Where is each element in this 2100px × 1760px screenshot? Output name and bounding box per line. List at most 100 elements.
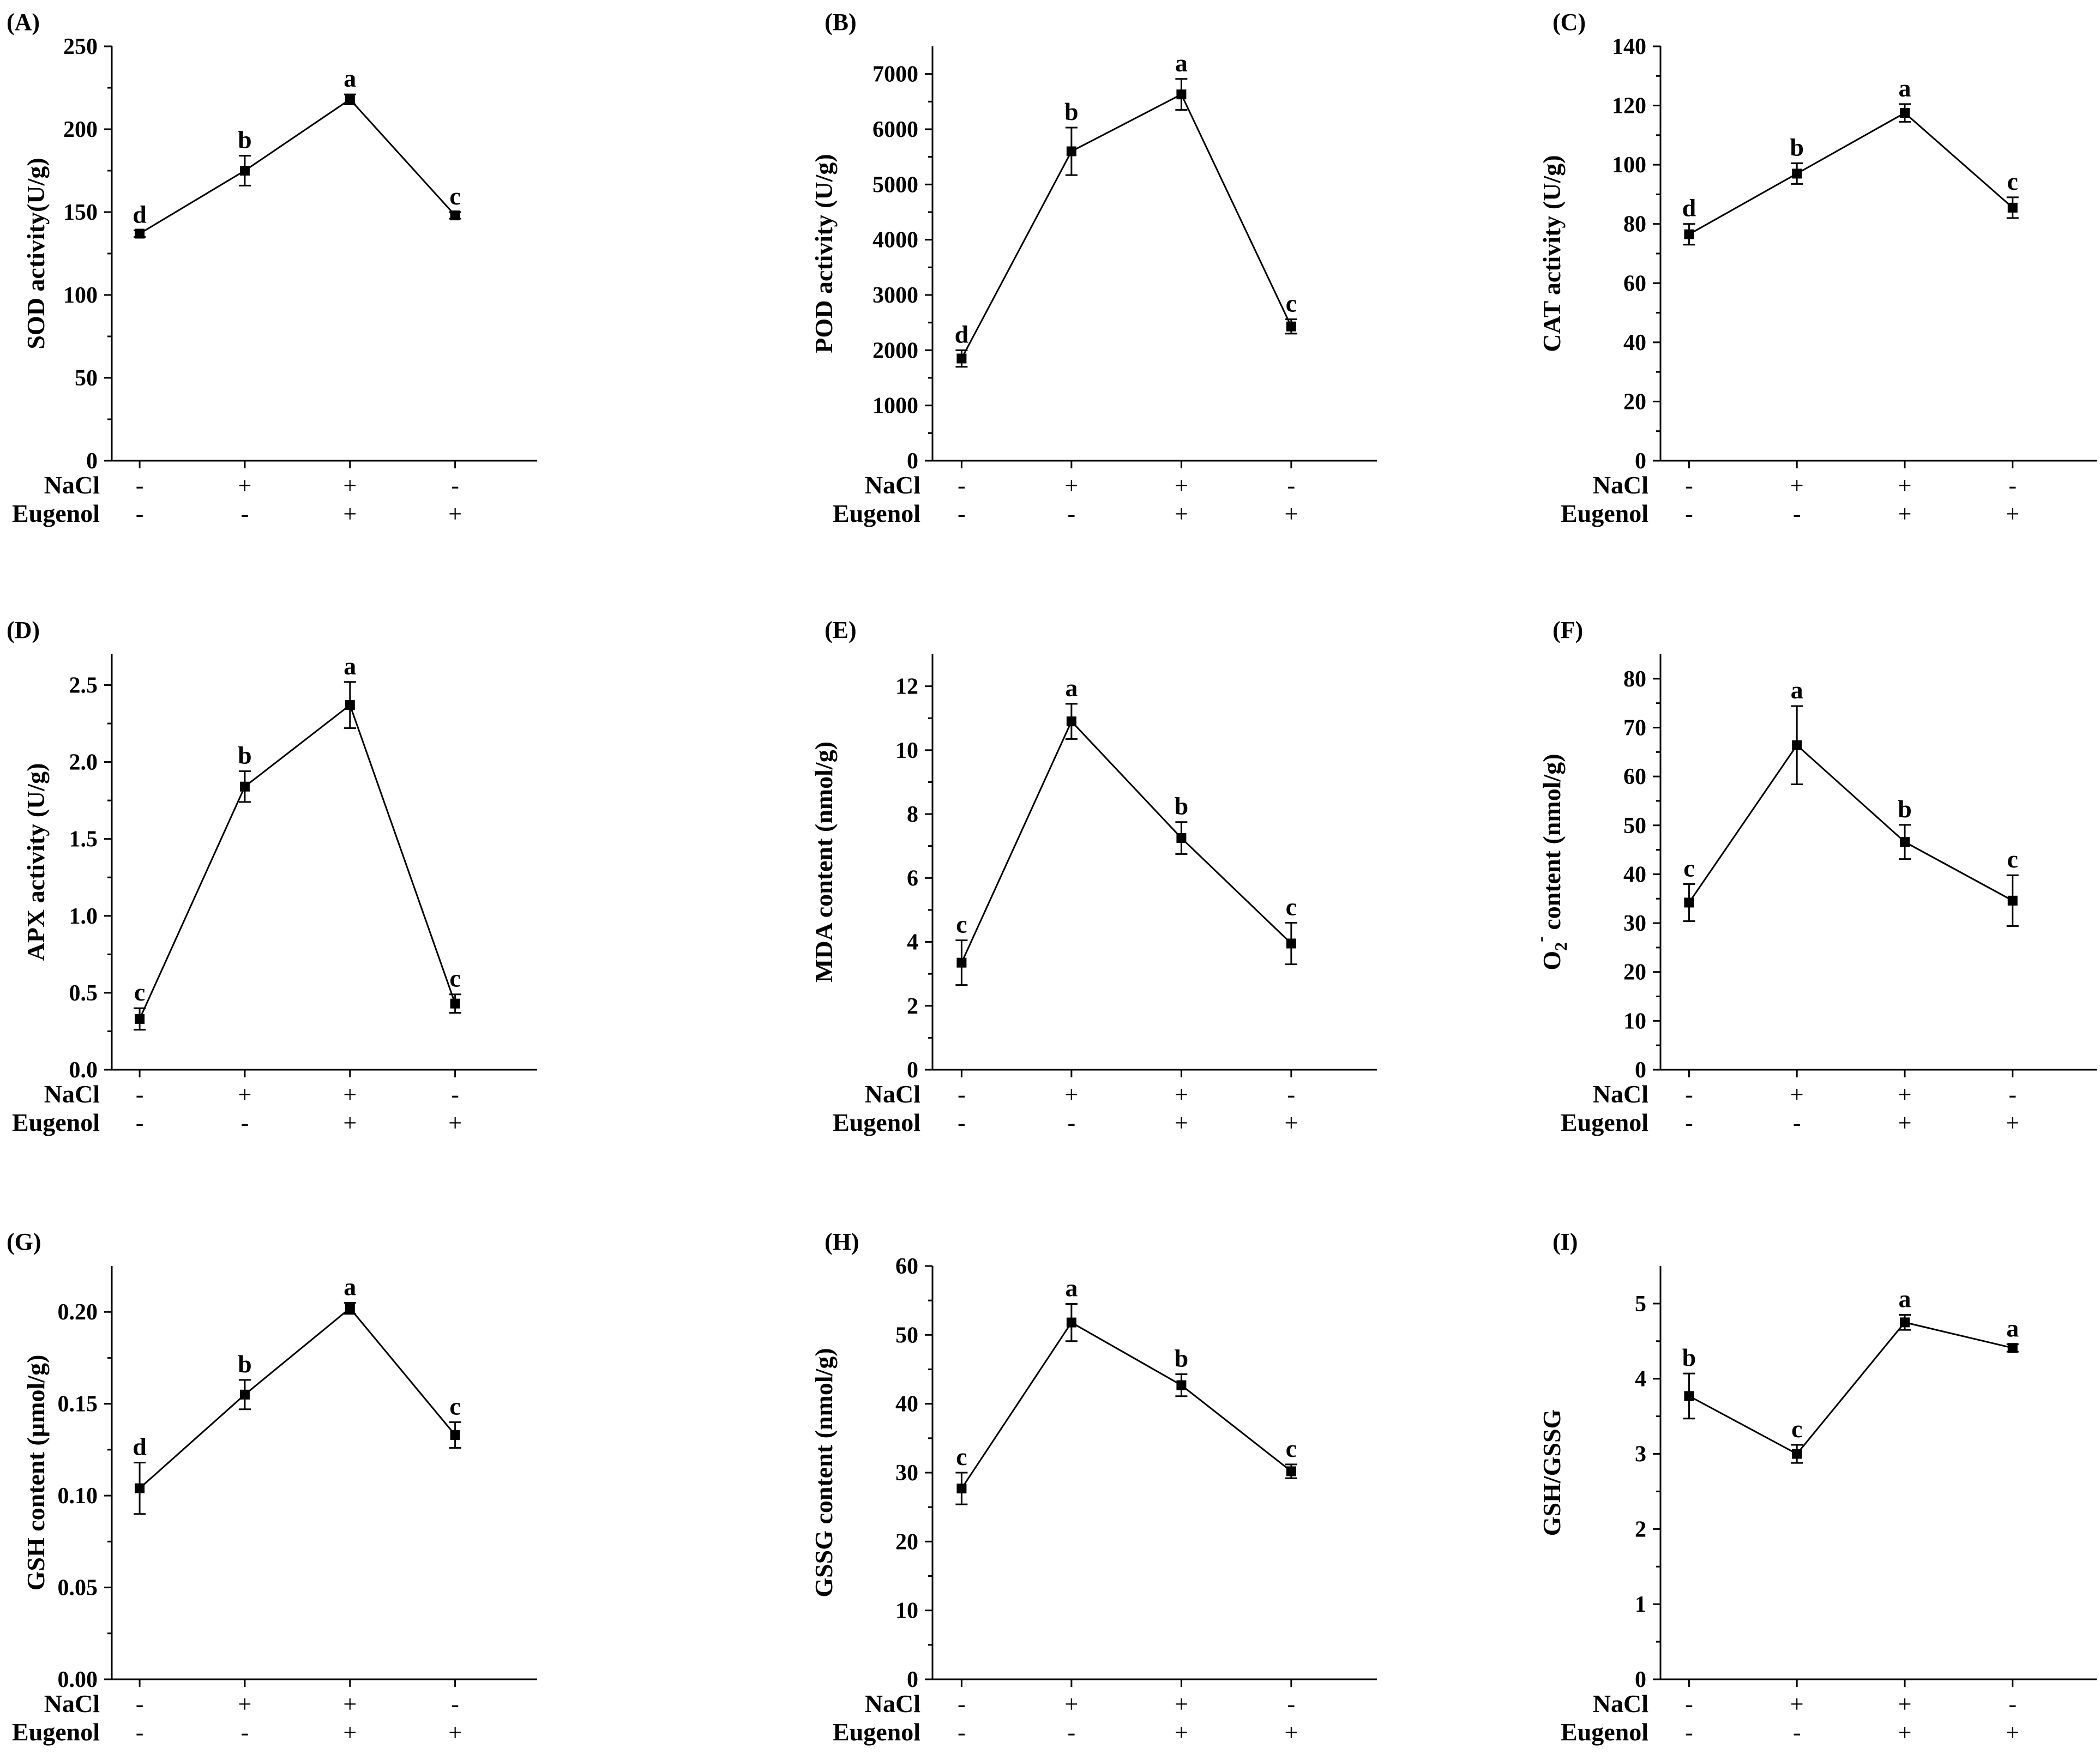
series-line [139, 703, 456, 1020]
series-line [961, 720, 1292, 963]
treatment-sign: - [1068, 1110, 1076, 1136]
y-tick-label: 50 [75, 366, 98, 391]
y-tick-label: 6 [907, 866, 918, 891]
y-tick-label: 7000 [873, 62, 918, 87]
y-tick-label: 1 [1635, 1592, 1646, 1617]
data-point [956, 1484, 967, 1494]
y-axis-label: GSH content (µmol/g) [22, 1355, 50, 1591]
y-tick-label: 100 [63, 283, 98, 308]
significance-letter: d [133, 1432, 147, 1460]
treatment-name: Eugenol [12, 1718, 100, 1746]
y-tick-label: 2 [1635, 1517, 1646, 1542]
significance-letter: b [1175, 792, 1189, 820]
data-point [239, 166, 250, 176]
significance-letter: c [2007, 167, 2018, 195]
treatment-name: Eugenol [1561, 1108, 1648, 1136]
y-tick-label: 10 [895, 1599, 918, 1624]
series-line [961, 93, 1292, 359]
y-tick-label: 12 [895, 674, 918, 700]
panel-label: (B) [825, 9, 857, 35]
treatment-sign: - [136, 1719, 144, 1746]
treatment-sign: - [1685, 1691, 1693, 1717]
significance-letter: c [449, 1392, 460, 1420]
treatment-sign: - [2008, 1081, 2017, 1108]
significance-letter: b [238, 126, 252, 154]
data-point [2007, 895, 2018, 906]
y-tick-label: 6000 [873, 117, 918, 142]
significance-letter: d [1682, 194, 1696, 222]
significance-letter: b [1898, 795, 1912, 823]
treatment-sign: - [1793, 501, 1801, 527]
treatment-sign: - [136, 1110, 144, 1136]
y-tick-label: 0.15 [58, 1392, 98, 1417]
y-tick-label: 40 [895, 1392, 918, 1417]
data-point [239, 781, 250, 792]
panel-label: (D) [7, 617, 40, 643]
y-tick-label: 50 [1623, 813, 1646, 839]
treatment-sign: - [241, 1719, 249, 1746]
y-tick-label: 5000 [873, 172, 918, 197]
significance-letter: b [238, 1350, 252, 1378]
significance-letter: a [1899, 74, 1911, 102]
y-tick-label: 10 [895, 738, 918, 763]
treatment-sign: + [1790, 472, 1804, 499]
y-tick-label: 250 [63, 34, 98, 59]
y-tick-label: 4 [907, 930, 918, 955]
panel-label: (G) [7, 1228, 41, 1255]
y-tick-label: 2.0 [69, 750, 98, 775]
treatment-sign: + [1284, 1719, 1298, 1746]
data-point [2007, 202, 2018, 213]
data-point [135, 1014, 145, 1024]
treatment-sign: - [958, 501, 966, 527]
significance-letter: b [1790, 133, 1804, 161]
panel-label: (I) [1553, 1228, 1578, 1255]
treatment-sign: - [241, 1110, 249, 1136]
significance-letter: c [134, 978, 145, 1006]
treatment-sign: + [1284, 501, 1298, 527]
chart-panel-d: (D) 0.0 0.5 1.0 1.5 2.0 2.5 APX activity (U/g) c… [7, 617, 537, 1136]
treatment-sign: + [1064, 472, 1078, 499]
y-axis-label-part: - [1530, 936, 1550, 942]
y-tick-label: 150 [63, 200, 98, 225]
treatment-sign: + [343, 501, 357, 527]
treatment-sign: - [136, 1691, 144, 1717]
significance-letter: c [1286, 290, 1297, 317]
significance-letter: b [1175, 1344, 1189, 1372]
significance-letter: c [1791, 1415, 1802, 1443]
data-point [1066, 716, 1076, 727]
series-line [139, 1307, 456, 1489]
data-point [450, 998, 460, 1009]
y-axis-label: GSSG content (nmol/g) [810, 1348, 838, 1597]
data-point [345, 700, 355, 710]
data-point [1176, 89, 1187, 100]
treatment-name: NaCl [865, 471, 920, 499]
treatment-sign: + [1284, 1110, 1298, 1136]
treatment-sign: + [1175, 501, 1188, 527]
y-tick-label: 4 [1635, 1367, 1646, 1392]
treatment-sign: - [1287, 1691, 1296, 1717]
significance-letter: a [344, 1273, 356, 1300]
data-point [1286, 321, 1296, 331]
data-point [1900, 837, 1910, 847]
significance-letter: a [1065, 674, 1078, 702]
y-tick-label: 20 [1623, 389, 1646, 414]
y-axis-label-part: content (nmol/g) [1538, 754, 1566, 936]
data-point [135, 1483, 145, 1493]
treatment-sign: - [958, 472, 966, 499]
treatment-sign: - [451, 1081, 459, 1108]
treatment-sign: + [1175, 1110, 1188, 1136]
y-tick-label: 60 [1623, 764, 1646, 789]
treatment-sign: - [1685, 472, 1693, 499]
data-point [1286, 938, 1296, 949]
data-point [1066, 1317, 1076, 1328]
treatment-sign: + [343, 472, 357, 499]
treatment-sign: - [1685, 1081, 1693, 1108]
y-tick-label: 40 [1623, 862, 1646, 887]
significance-letter: c [2007, 845, 2018, 873]
data-point [1684, 1391, 1694, 1401]
significance-letter: c [1286, 1434, 1297, 1462]
significance-letter: a [344, 652, 356, 680]
chart-panel-c: (C) 0 20 40 60 80 100 120 140 CAT activity (U/g) d… [1538, 9, 2097, 527]
